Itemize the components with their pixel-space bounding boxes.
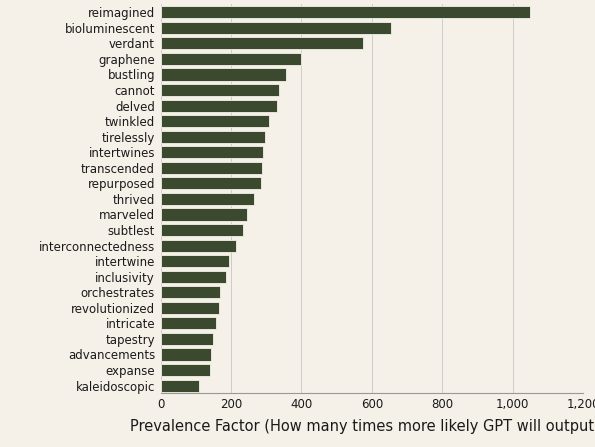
Bar xyxy=(161,240,236,252)
Bar xyxy=(161,286,221,298)
Bar xyxy=(161,162,262,174)
Bar xyxy=(161,302,219,314)
Bar xyxy=(161,270,226,283)
Bar xyxy=(161,37,363,50)
Bar xyxy=(161,6,530,18)
Bar xyxy=(161,146,264,158)
Bar xyxy=(161,317,216,329)
Bar xyxy=(161,208,247,220)
Bar xyxy=(161,131,265,143)
Bar xyxy=(161,333,213,345)
Bar xyxy=(161,193,254,205)
Bar xyxy=(161,224,243,236)
Bar xyxy=(161,100,277,112)
Bar xyxy=(161,115,269,127)
Bar xyxy=(161,255,229,267)
Bar xyxy=(161,53,302,65)
Bar xyxy=(161,84,278,96)
Bar xyxy=(161,348,211,361)
Bar xyxy=(161,22,392,34)
Bar xyxy=(161,380,199,392)
X-axis label: Prevalence Factor (How many times more likely GPT will output it): Prevalence Factor (How many times more l… xyxy=(130,419,595,434)
Bar xyxy=(161,364,210,376)
Bar xyxy=(161,177,261,190)
Bar xyxy=(161,68,286,80)
